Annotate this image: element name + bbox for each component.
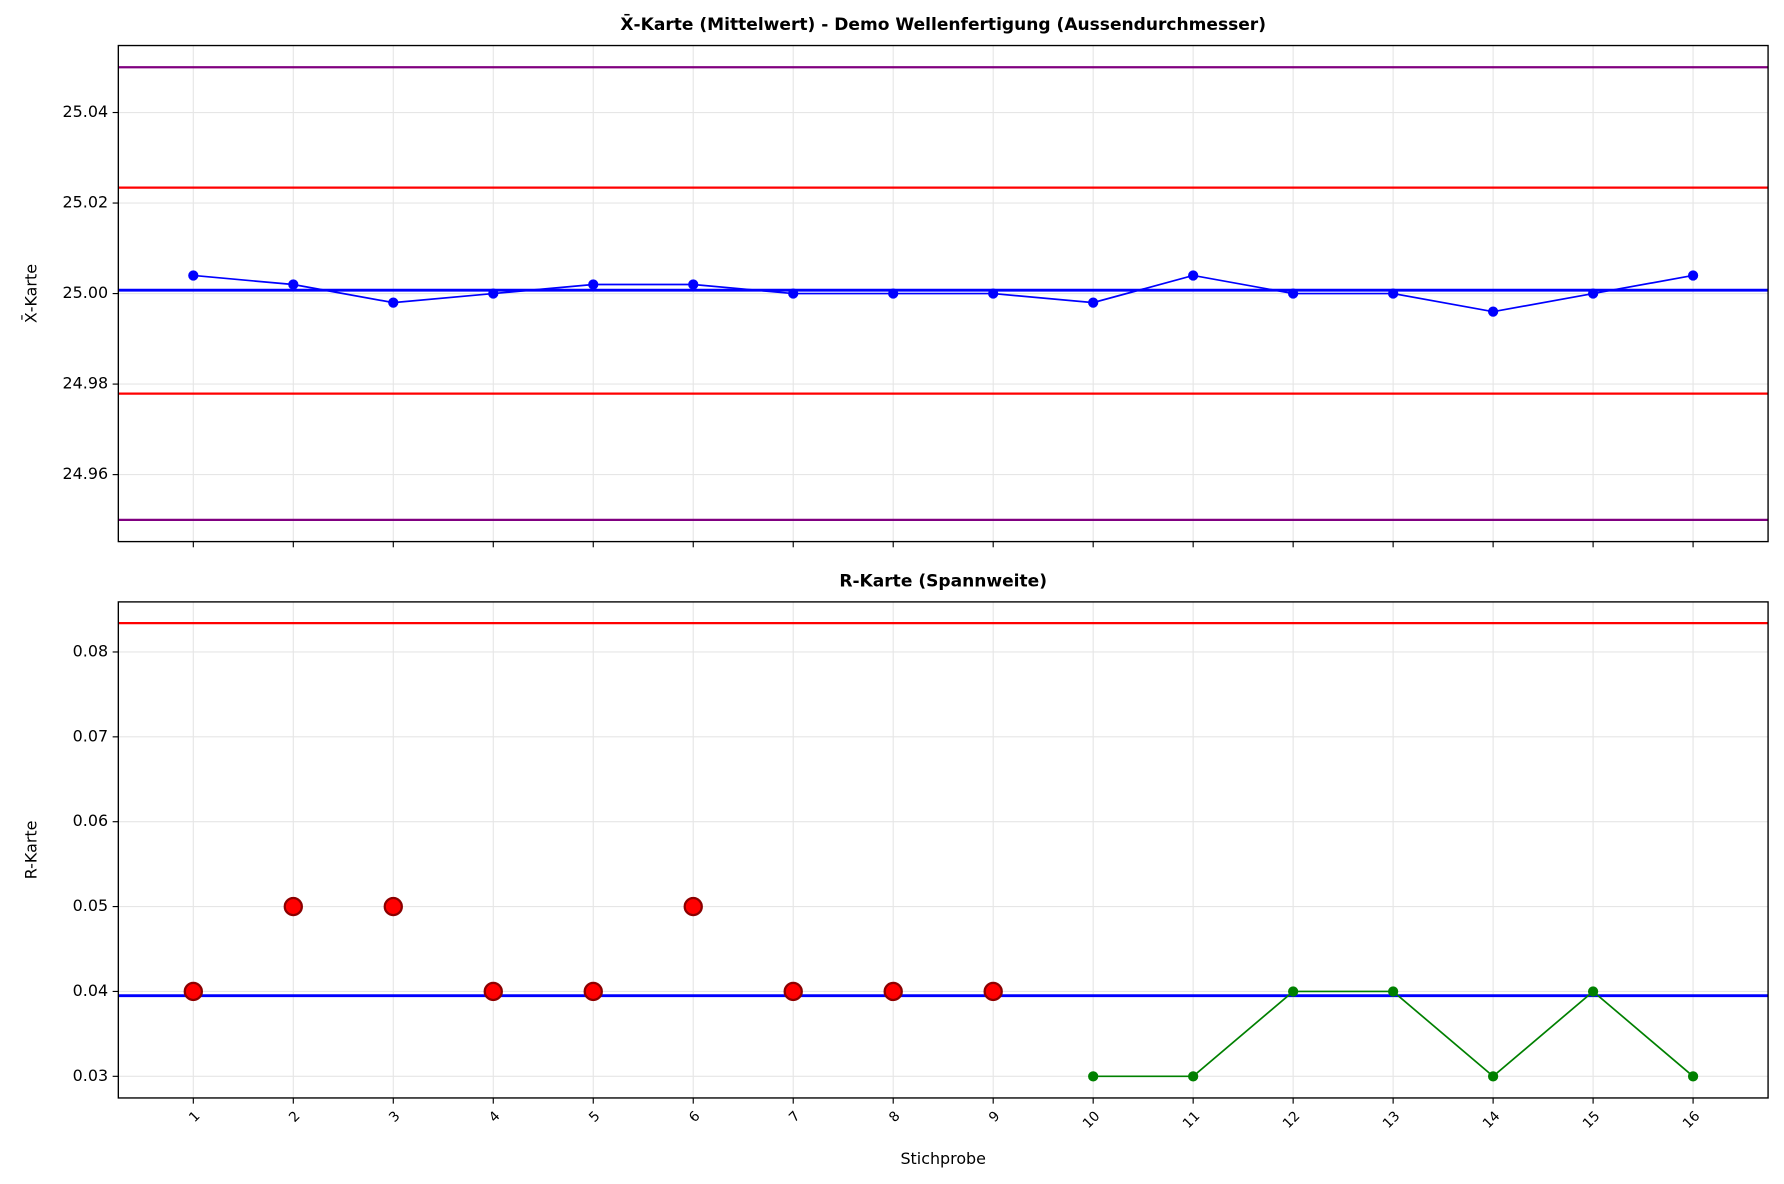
x-tick-label: 7 [786, 1108, 803, 1125]
data-point [188, 270, 199, 281]
y-tick-label: 0.08 [73, 641, 108, 660]
data-point [888, 288, 899, 299]
data-point [588, 279, 599, 290]
data-point [1587, 986, 1599, 997]
data-point [583, 981, 603, 1002]
y-tick-label: 25.00 [63, 283, 109, 302]
data-point [388, 297, 399, 308]
x-tick-label: 11 [1180, 1108, 1204, 1132]
data-point [1587, 288, 1599, 299]
data-point [1487, 1071, 1499, 1082]
y-tick-label: 0.06 [73, 811, 108, 830]
series-line [193, 274, 1694, 313]
chart-title: R-Karte (Spannweite) [839, 571, 1047, 591]
data-point [883, 981, 903, 1002]
data-point [1288, 288, 1299, 299]
x-tick-label: 14 [1480, 1108, 1504, 1132]
x-tick-label: 10 [1080, 1108, 1104, 1132]
data-point [283, 896, 303, 917]
data-point [988, 288, 999, 299]
y-tick-label: 24.98 [63, 374, 109, 393]
data-point [788, 288, 799, 299]
data-point [483, 981, 503, 1002]
y-tick-label: 0.07 [73, 726, 108, 745]
data-point [1388, 288, 1399, 299]
y-tick-label: 0.04 [73, 981, 108, 1000]
data-point [688, 279, 699, 290]
plot-frame [117, 601, 1769, 1099]
data-point [1188, 1071, 1199, 1082]
data-point [783, 981, 803, 1002]
data-point [1487, 306, 1499, 317]
x-tick-label: 9 [986, 1108, 1003, 1125]
data-point [1288, 986, 1299, 997]
data-point [488, 288, 499, 299]
chart-title: X̄-Karte (Mittelwert) - Demo Wellenferti… [620, 13, 1266, 35]
data-point [288, 279, 299, 290]
data-point [383, 896, 403, 917]
y-tick-label: 24.96 [63, 464, 109, 483]
x-tick-label: 2 [286, 1108, 303, 1125]
plot-frame [117, 44, 1769, 543]
y-tick-label: 25.02 [63, 193, 109, 212]
x-tick-label: 5 [586, 1108, 603, 1125]
x-tick-label: 4 [486, 1108, 503, 1125]
x-tick-label: 1 [186, 1108, 203, 1125]
data-point [683, 896, 703, 917]
x-axis-label: Stichprobe [900, 1149, 985, 1168]
x-tick-label: 13 [1380, 1108, 1404, 1132]
y-axis-label: X̄-Karte [21, 264, 40, 323]
x-tick-label: 15 [1580, 1108, 1604, 1132]
data-point [183, 981, 203, 1002]
y-axis-label: R-Karte [21, 821, 40, 880]
y-tick-label: 25.04 [63, 102, 109, 121]
y-tick-label: 0.03 [73, 1066, 108, 1085]
data-point [1388, 986, 1399, 997]
x-tick-label: 3 [386, 1108, 403, 1125]
x-tick-label: 6 [686, 1108, 703, 1125]
x-tick-label: 12 [1280, 1108, 1304, 1132]
data-point [1188, 270, 1199, 281]
data-point [1687, 1071, 1699, 1082]
y-tick-label: 0.05 [73, 896, 108, 915]
data-point [1687, 270, 1699, 281]
data-point [1088, 297, 1099, 308]
x-tick-label: 16 [1680, 1108, 1704, 1132]
x-tick-label: 8 [886, 1108, 903, 1125]
data-point [983, 981, 1003, 1002]
data-point [1088, 1071, 1099, 1082]
